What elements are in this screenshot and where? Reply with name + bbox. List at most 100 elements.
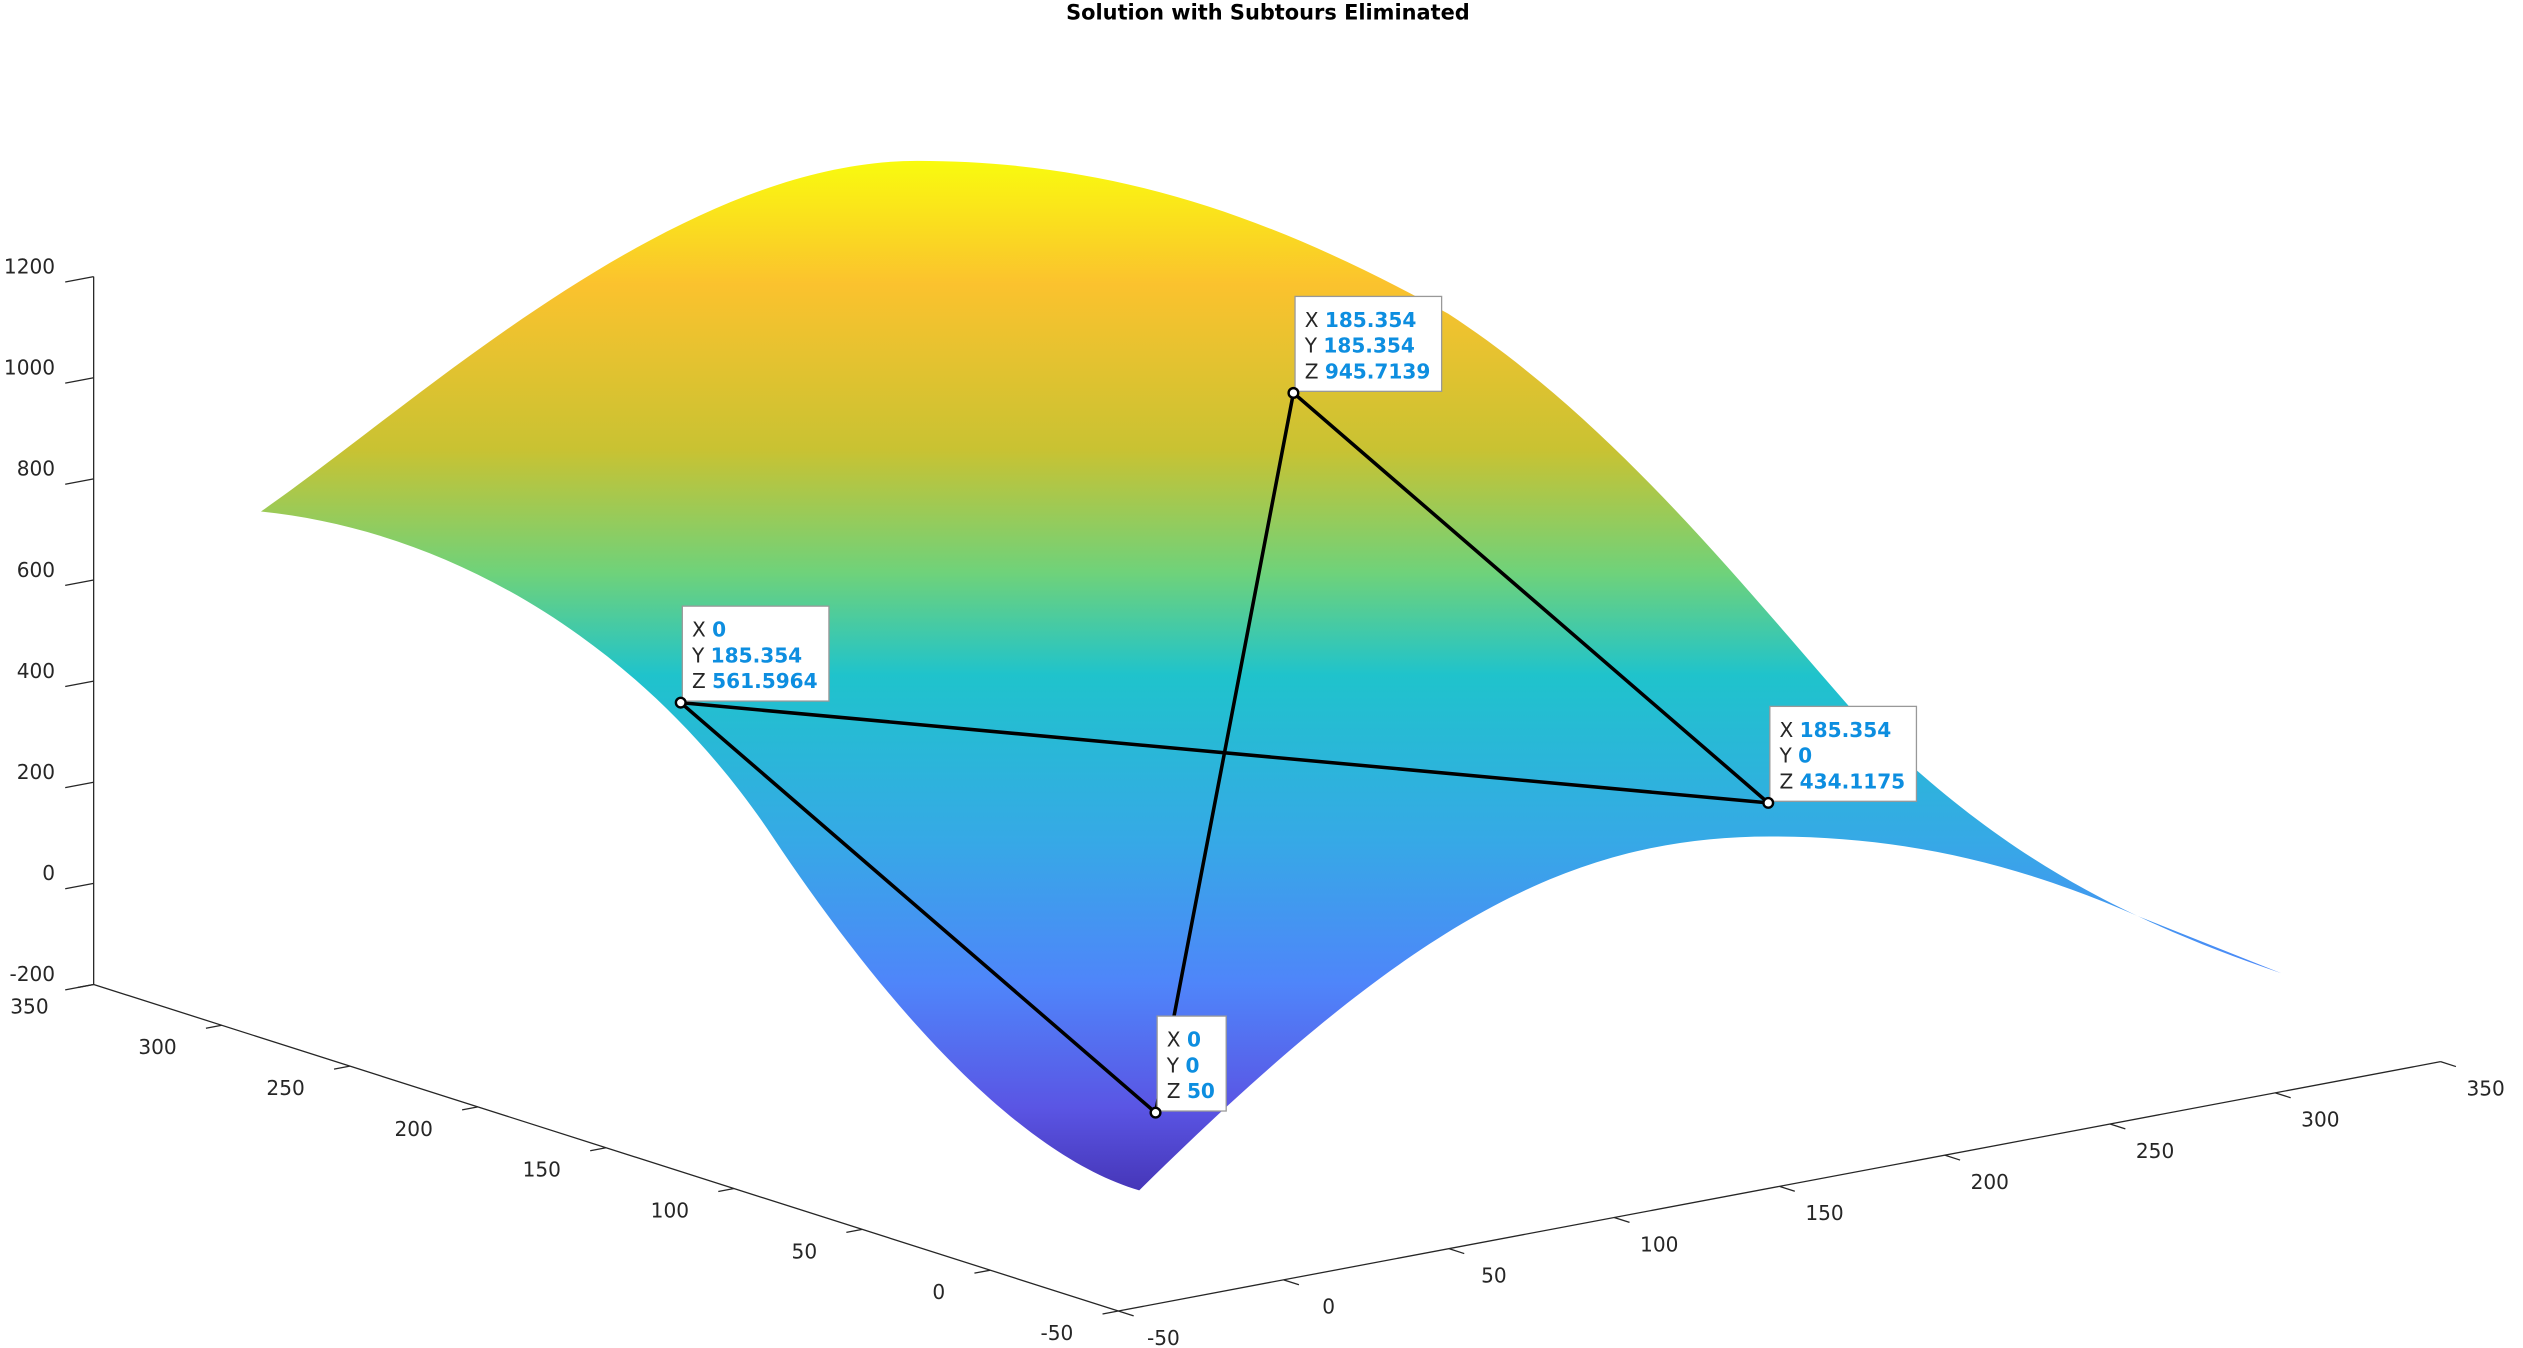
datatip-row: X 0 xyxy=(1167,1028,1201,1052)
datatip-marker xyxy=(1287,386,1300,399)
x-tick xyxy=(2109,1123,2126,1130)
x-tick-label: 350 xyxy=(2466,1076,2504,1100)
x-tick xyxy=(1613,1216,1630,1224)
z-tick-label: 1200 xyxy=(4,254,55,278)
datatip-row: Y 185.354 xyxy=(691,643,802,667)
datatip-value: 185.354 xyxy=(1325,308,1417,332)
datatip-row: Z 434.1175 xyxy=(1780,769,1906,793)
y-tick xyxy=(718,1187,735,1193)
datatip-row: Y 0 xyxy=(1166,1053,1200,1077)
datatip-value: 50 xyxy=(1187,1079,1215,1103)
datatip-value: 185.354 xyxy=(1323,334,1415,358)
x-tick xyxy=(2275,1092,2291,1099)
datatip-label: Y xyxy=(1779,744,1793,768)
surface xyxy=(260,160,2282,1191)
datatip-label: Z xyxy=(1780,769,1794,793)
y-tick xyxy=(333,1065,350,1070)
x-tick xyxy=(1944,1154,1961,1161)
z-tick-label: 600 xyxy=(17,558,55,582)
datatip-label: Z xyxy=(1305,359,1319,383)
datatip-marker xyxy=(674,696,687,709)
y-tick xyxy=(590,1147,607,1152)
datatip-box xyxy=(681,605,830,702)
z-tick-label: 800 xyxy=(17,457,55,481)
y-tick-label: 200 xyxy=(395,1117,433,1141)
x-tick-label: 150 xyxy=(1805,1201,1843,1225)
x-tick xyxy=(1779,1185,1795,1192)
y-tick-label: 250 xyxy=(266,1076,304,1100)
datatip-row: Y 185.354 xyxy=(1304,334,1415,358)
z-tick xyxy=(65,680,94,688)
datatip-label: X xyxy=(1167,1028,1181,1052)
datatip-row: Z 945.7139 xyxy=(1305,359,1431,383)
datatip-box xyxy=(1294,295,1443,392)
z-tick-label: 0 xyxy=(42,861,55,885)
z-tick-label: -200 xyxy=(9,962,55,986)
datatip-label: Y xyxy=(1166,1053,1180,1077)
datatip-box xyxy=(1156,1015,1227,1112)
datatip-value: 0 xyxy=(712,618,726,642)
datatip-row: X 185.354 xyxy=(1780,718,1892,742)
datatip-row: X 0 xyxy=(692,618,726,642)
x-tick xyxy=(1118,1310,1134,1317)
datatip-marker xyxy=(1149,1106,1162,1119)
y-tick-label: 350 xyxy=(10,994,48,1018)
y-tick-label: 50 xyxy=(792,1239,818,1263)
z-tick xyxy=(65,882,94,890)
y-tick xyxy=(974,1269,991,1274)
y-tick xyxy=(846,1228,863,1233)
x-tick-label: 250 xyxy=(2136,1139,2174,1163)
datatip-value: 185.354 xyxy=(711,643,803,667)
axes: -50050100150200250300350-500501001502002… xyxy=(4,254,2505,1348)
z-tick-label: 1000 xyxy=(4,356,55,380)
datatip-box xyxy=(1769,705,1918,802)
datatip-value: 945.7139 xyxy=(1325,359,1431,383)
y-tick xyxy=(1102,1310,1119,1315)
x-tick xyxy=(2440,1061,2457,1068)
datatip-marker xyxy=(1762,796,1775,809)
z-tick xyxy=(65,781,94,789)
datatip-value: 561.5964 xyxy=(712,669,818,693)
x-tick-label: 0 xyxy=(1322,1295,1335,1319)
datatip-row: Z 561.5964 xyxy=(692,669,818,693)
datatip-value: 0 xyxy=(1185,1053,1199,1077)
x-tick-label: 50 xyxy=(1481,1263,1507,1287)
datatip-row: Z 50 xyxy=(1167,1079,1215,1103)
y-tick-label: 150 xyxy=(523,1158,561,1182)
datatip-value: 185.354 xyxy=(1800,718,1892,742)
x-tick-label: 100 xyxy=(1640,1232,1678,1256)
z-tick-label: 200 xyxy=(17,760,55,784)
datatip-value: 0 xyxy=(1187,1028,1201,1052)
datatip-row: X 185.354 xyxy=(1305,308,1417,332)
datatip: X 0Y 0Z 50 xyxy=(1149,1015,1227,1119)
datatip-label: X xyxy=(1780,718,1794,742)
datatip-label: X xyxy=(1305,308,1319,332)
datatip-label: Y xyxy=(691,643,705,667)
datatip-value: 0 xyxy=(1798,744,1812,768)
z-tick xyxy=(65,983,94,991)
datatip-label: X xyxy=(692,618,706,642)
x-tick xyxy=(1283,1279,1300,1286)
y-tick xyxy=(205,1024,222,1029)
datatip-label: Z xyxy=(692,669,706,693)
x-tick-label: 200 xyxy=(1971,1170,2009,1194)
datatip-row: Y 0 xyxy=(1779,744,1813,768)
y-tick-label: -50 xyxy=(1040,1321,1073,1345)
x-tick-label: 300 xyxy=(2301,1108,2339,1132)
x-tick-label: -50 xyxy=(1147,1326,1180,1348)
datatip-value: 434.1175 xyxy=(1800,769,1906,793)
y-tick-label: 100 xyxy=(651,1199,689,1223)
y-tick xyxy=(461,1106,479,1111)
z-tick xyxy=(65,478,94,485)
z-tick xyxy=(65,276,94,283)
z-tick xyxy=(65,377,94,384)
x-tick xyxy=(1448,1248,1465,1255)
datatip-label: Z xyxy=(1167,1079,1181,1103)
z-tick xyxy=(65,579,94,587)
